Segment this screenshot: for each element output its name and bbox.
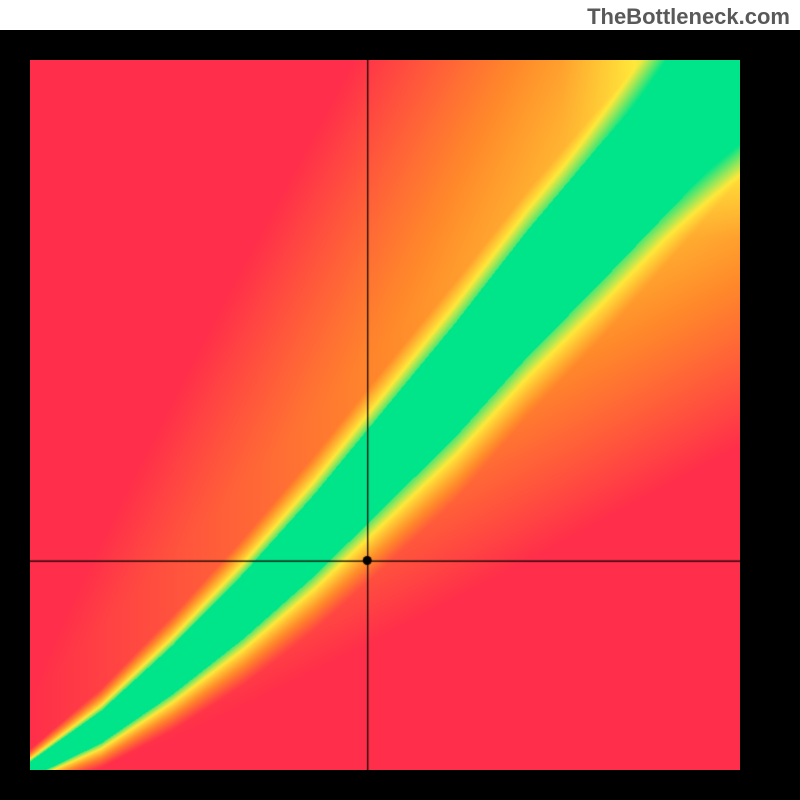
bottleneck-chart-container: TheBottleneck.com (0, 0, 800, 800)
heatmap-area (30, 60, 740, 770)
heatmap-canvas (30, 60, 740, 770)
chart-frame (0, 30, 800, 800)
watermark-text: TheBottleneck.com (587, 4, 790, 30)
